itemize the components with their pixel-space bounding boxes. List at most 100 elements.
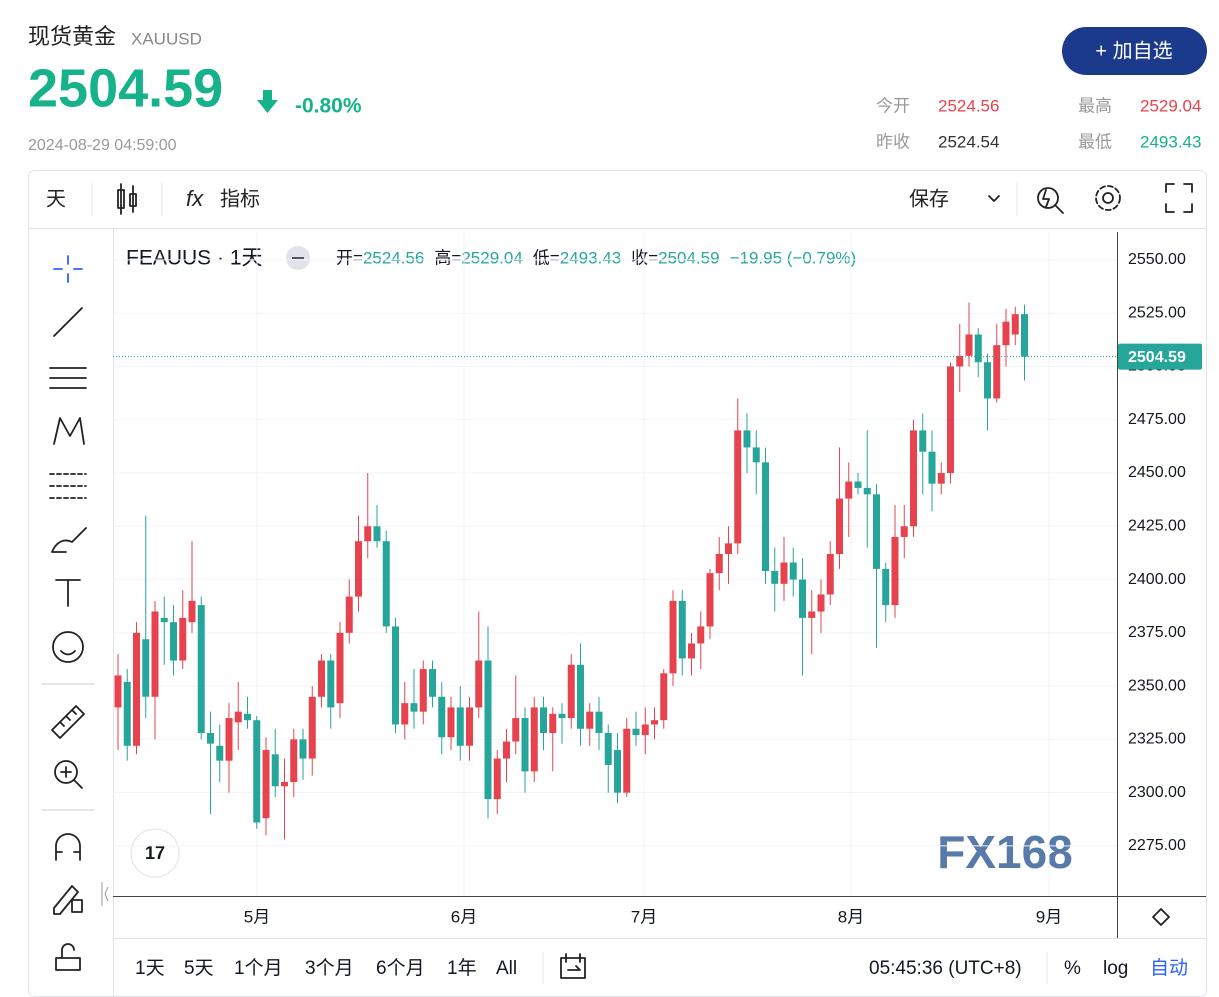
candle-body [503, 741, 510, 759]
candle-body [493, 758, 501, 800]
legend-label: 低= [533, 248, 560, 267]
candle-body [567, 664, 575, 719]
candle-body [197, 605, 205, 733]
interval-button[interactable]: 天 [46, 188, 66, 210]
indicators-button[interactable]: 指标 [220, 187, 260, 210]
range-button[interactable]: 1年 [447, 957, 477, 979]
candle-body [401, 703, 409, 725]
stat-label: 昨收 [876, 132, 910, 151]
axis-settings[interactable] [1152, 908, 1170, 926]
range-button[interactable]: 6个月 [376, 957, 425, 979]
brush-tool[interactable] [51, 527, 87, 553]
candle-body [660, 673, 668, 721]
emoji-tool[interactable] [52, 631, 84, 663]
candle-body [438, 696, 446, 738]
candle-body [410, 703, 418, 712]
candle-body [281, 781, 288, 787]
legend-value: 2524.56 [363, 248, 424, 267]
candle-body [919, 430, 927, 452]
tradingview-logo: 17 [130, 828, 180, 878]
unlock-tool[interactable] [55, 943, 81, 971]
y-tick-label: 2325.00 [1128, 731, 1186, 748]
candle-body [484, 660, 492, 800]
y-tick-label: 2375.00 [1128, 624, 1186, 641]
candle-body [706, 573, 714, 627]
candle-body [540, 707, 547, 733]
y-tick-label: 2550.00 [1128, 251, 1186, 268]
fullscreen-icon[interactable] [1165, 183, 1193, 213]
candle-body [234, 711, 242, 723]
candle-body [1002, 321, 1010, 346]
candle-body [512, 718, 520, 742]
stat-label: 最低 [1078, 132, 1112, 151]
fib-tool[interactable] [49, 473, 87, 499]
legend-label: 高= [434, 248, 461, 267]
add-watchlist-button[interactable] [1062, 27, 1207, 75]
collapse-handle[interactable] [101, 882, 109, 906]
parallel-tool[interactable] [49, 367, 87, 389]
legend-change: −19.95 (−0.79%) [730, 248, 857, 267]
add-watchlist-label[interactable]: + 加自选 [1095, 39, 1172, 62]
watermark: FX168 [937, 826, 1073, 878]
candle-body [937, 473, 945, 484]
range-button[interactable]: 5天 [184, 958, 214, 979]
candle-body [345, 596, 353, 633]
candle-body [808, 611, 816, 618]
range-button[interactable]: 3个月 [305, 957, 354, 979]
candle-body [299, 739, 307, 759]
candle-body [392, 626, 399, 725]
candle-body [586, 711, 594, 729]
candle-body [734, 430, 742, 544]
text-tool[interactable] [55, 579, 81, 607]
drawing-tools [41, 255, 95, 971]
range-button[interactable]: 1天 [135, 958, 165, 979]
candle-body [419, 669, 427, 712]
auto-button[interactable]: 自动 [1150, 957, 1188, 979]
candle-body [623, 728, 631, 793]
candle-body [984, 362, 991, 399]
ruler-tool[interactable] [51, 705, 85, 739]
pattern-tool[interactable] [53, 417, 85, 445]
range-button[interactable]: 1个月 [234, 957, 283, 979]
candle-body [179, 617, 187, 661]
candle-body [974, 334, 982, 363]
candle-body [327, 660, 335, 708]
candle-body [965, 334, 973, 356]
y-tick-label: 2425.00 [1128, 518, 1186, 535]
alert-icon[interactable] [1037, 187, 1064, 214]
candle-body [651, 720, 658, 725]
zoom-tool[interactable] [54, 760, 83, 789]
save-button[interactable]: 保存 [909, 187, 949, 210]
chart-type-icon[interactable] [117, 183, 137, 215]
lock-drawing-tool[interactable] [53, 885, 83, 915]
magnet-tool[interactable] [55, 833, 81, 861]
candle-body [836, 498, 843, 554]
x-tick-label: 9月 [1036, 907, 1062, 926]
candle-body [170, 622, 177, 661]
candle-body [826, 553, 834, 595]
candle-body [854, 481, 862, 488]
legend-value: 2493.43 [560, 248, 621, 267]
crosshair-tool[interactable] [53, 255, 83, 283]
fx-icon[interactable]: fx [186, 186, 204, 211]
candle-body [882, 568, 890, 606]
date-range-icon[interactable] [560, 953, 586, 979]
candle-body [789, 562, 797, 580]
candle-body [697, 626, 705, 644]
stat-value: 2524.54 [938, 132, 999, 151]
candle-body [725, 543, 732, 554]
price: 2504.59 [28, 58, 223, 118]
stat-value: 2529.04 [1140, 96, 1201, 115]
settings-icon[interactable] [1095, 185, 1121, 211]
save-dropdown[interactable] [988, 195, 1000, 202]
symbol: XAUUSD [131, 29, 202, 48]
candle-body [604, 732, 612, 765]
chart-title: FEAUUS · 1天 [126, 247, 263, 270]
range-button[interactable]: All [496, 958, 517, 979]
candle-body [225, 718, 233, 761]
candle-body [947, 366, 954, 474]
log-button[interactable]: log [1103, 958, 1128, 979]
line-tool[interactable] [53, 307, 83, 337]
percent-button[interactable]: % [1064, 958, 1081, 979]
